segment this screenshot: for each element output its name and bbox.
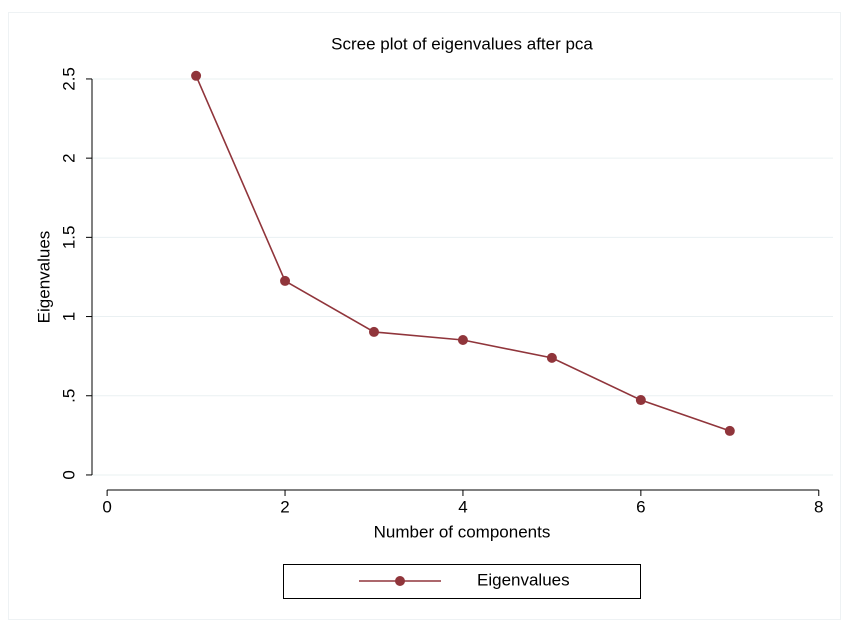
legend-marker [395, 576, 405, 586]
y-axis-label: Eigenvalues [34, 231, 53, 324]
data-point [191, 70, 202, 81]
graph-region [8, 12, 841, 620]
y-tick-label: 2 [59, 153, 78, 162]
y-tick-label: 0 [59, 470, 78, 479]
x-tick-label: 2 [280, 497, 289, 516]
data-point [724, 425, 735, 436]
x-tick-label: 4 [458, 497, 467, 516]
legend-label: Eigenvalues [477, 570, 570, 589]
y-tick-label: 1.5 [59, 226, 78, 250]
data-point [280, 275, 291, 286]
x-axis-label: Number of components [374, 522, 551, 541]
x-tick-label: 0 [102, 497, 111, 516]
data-point [546, 352, 557, 363]
x-tick-label: 6 [636, 497, 645, 516]
chart-title: Scree plot of eigenvalues after pca [331, 34, 593, 53]
data-point [635, 395, 646, 406]
y-tick-label: 1 [59, 312, 78, 321]
legend-box [283, 564, 641, 599]
data-point [368, 326, 379, 337]
data-point [457, 334, 468, 345]
x-tick-label: 8 [814, 497, 823, 516]
y-tick-label: 2.5 [59, 67, 78, 91]
y-tick-label: .5 [59, 389, 78, 403]
